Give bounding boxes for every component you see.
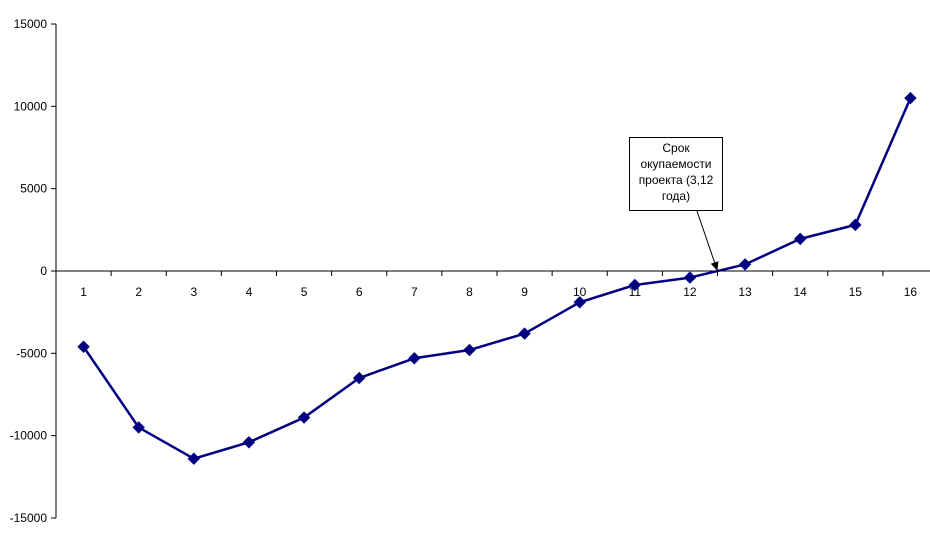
annotation-arrow-line [696, 210, 718, 272]
data-point-marker [738, 258, 752, 271]
x-tick-label: 16 [904, 285, 918, 299]
data-point-marker [793, 232, 807, 246]
x-tick-label: 5 [301, 285, 308, 299]
annotation-arrow-head [710, 261, 719, 271]
data-point-marker [904, 91, 917, 105]
annotation-arrow-group [696, 210, 719, 272]
data-point-marker [408, 352, 421, 365]
x-tick-label: 15 [849, 285, 863, 299]
data-point-marker [573, 296, 586, 309]
x-tick-label: 10 [573, 285, 587, 299]
data-point-marker [77, 340, 90, 353]
data-point-marker [187, 452, 201, 465]
x-tick-label: 11 [629, 285, 642, 299]
data-point-marker [849, 218, 862, 232]
x-tick-label: 9 [521, 285, 528, 299]
x-tick-label: 2 [135, 285, 142, 299]
data-point-marker [297, 411, 311, 424]
y-tick-label: -10000 [10, 429, 48, 443]
series-group [77, 91, 917, 465]
y-tick-label: -15000 [10, 511, 48, 525]
data-point-marker [352, 371, 366, 385]
y-tick-label: 10000 [14, 99, 48, 113]
data-point-marker [463, 343, 476, 357]
y-tick-label: 5000 [20, 182, 47, 196]
y-tick-label: -5000 [16, 346, 47, 360]
x-tick-label: 4 [246, 285, 253, 299]
x-tick-label: 12 [683, 285, 697, 299]
axes [51, 23, 930, 519]
data-point-marker [683, 271, 697, 284]
x-tick-label: 13 [738, 285, 752, 299]
data-point-marker [518, 327, 531, 340]
data-point-marker [242, 436, 256, 449]
data-point-marker [132, 421, 145, 434]
x-tick-labels: 1 2 3 4 5 6 7 8 9 10 11 12 13 14 15 16 [80, 285, 917, 299]
y-tick-label: 0 [40, 264, 47, 278]
y-tick-label: 15000 [14, 17, 48, 31]
x-tick-label: 8 [466, 285, 473, 299]
x-tick-label: 7 [411, 285, 418, 299]
x-tick-label: 14 [794, 285, 808, 299]
x-tick-label: 6 [356, 285, 363, 299]
x-tick-label: 1 [80, 285, 87, 299]
payback-annotation-box: Срок окупаемости проекта (3,12 года) [629, 137, 723, 211]
series-line [82, 97, 912, 460]
x-tick-label: 3 [190, 285, 197, 299]
y-tick-labels: 15000 10000 5000 0 -5000 -10000 -15000 [10, 17, 48, 525]
data-point-marker [628, 278, 642, 292]
